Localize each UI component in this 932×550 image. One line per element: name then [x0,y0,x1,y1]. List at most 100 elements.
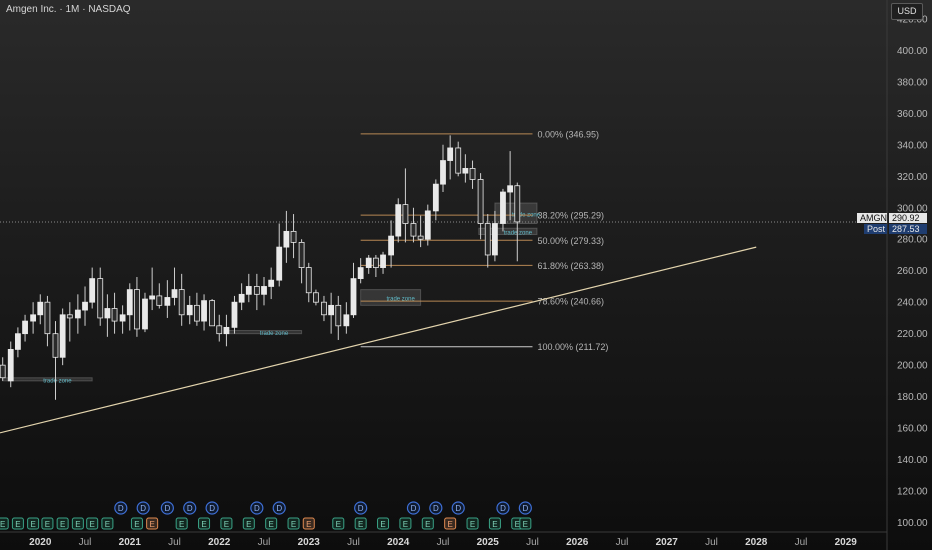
candle-up [104,308,111,319]
earnings-marker-label: E [15,520,20,529]
candle-down [111,308,118,322]
candle-down [97,278,104,319]
trade-zone-label: trade zone [43,378,72,384]
dividend-marker-label: D [187,504,193,513]
earnings-marker-label: E [149,520,154,529]
x-tick-label: Jul [795,537,808,548]
earnings-marker [399,517,412,530]
earnings-marker [175,517,188,530]
earnings-marker [354,517,367,530]
candle-up [380,254,386,268]
candle-up [432,183,439,212]
earnings-marker-label: E [358,520,363,529]
symbol-name: Amgen Inc. [6,4,57,15]
candle-down [484,223,491,256]
x-tick-label: Jul [705,537,718,548]
y-tick-label: 280.00 [897,235,928,246]
x-tick-label: Jul [616,537,629,548]
candle-down [290,230,297,243]
exchange-label: NASDAQ [88,4,131,15]
candle-up [238,293,245,303]
y-tick-label: 400.00 [897,46,928,57]
earnings-marker-label: E [30,520,35,529]
candle-down [0,364,6,379]
dividend-marker-label: D [209,504,215,513]
candle-down [253,286,260,295]
candle-down [313,292,319,303]
earnings-marker-label: E [246,520,251,529]
y-tick-label: 180.00 [897,392,928,403]
earnings-marker-label: E [403,520,408,529]
dividend-marker [183,501,197,515]
earnings-marker-label: E [447,520,452,529]
earnings-marker [265,517,278,530]
x-tick-label: 2026 [566,537,589,548]
candle-down [402,204,409,224]
x-tick-label: Jul [168,537,181,548]
candle-up [126,289,133,316]
candle-up [149,295,156,300]
earnings-marker [130,517,143,530]
earnings-marker-label: E [515,520,520,529]
y-tick-label: 320.00 [897,172,928,183]
candle-down [514,185,521,223]
x-tick-label: 2022 [208,537,231,548]
candle-up [164,297,171,306]
candle-up [447,147,454,161]
currency-button[interactable]: USD [891,3,923,20]
earnings-marker [11,517,24,530]
y-tick-label: 260.00 [897,266,928,277]
candle-up [7,349,14,382]
candle-down [193,304,200,322]
ticker-price-tag: AMGN [857,213,887,223]
y-tick-label: 140.00 [897,455,928,466]
dividend-marker-label: D [358,504,364,513]
interval-label[interactable]: 1M [65,4,80,15]
x-tick-label: Jul [79,537,92,548]
x-tick-label: Jul [258,537,271,548]
candle-up [388,235,394,256]
y-tick-label: 380.00 [897,77,928,88]
candle-down [469,168,476,180]
earnings-marker-label: E [75,520,80,529]
candle-down [52,333,59,358]
dividend-marker-label: D [164,504,170,513]
dividend-marker [518,501,532,515]
x-tick-label: 2021 [119,537,142,548]
candle-up [462,168,469,174]
dividend-marker-label: D [254,504,260,513]
candle-down [216,325,223,335]
candle-up [350,278,357,316]
dividend-marker-label: D [411,504,417,513]
candle-down [335,304,342,327]
earnings-marker [0,517,9,530]
fib-level-label: 50.00% (279.33) [537,236,604,246]
candle-down [66,314,73,319]
x-tick-label: 2028 [745,537,768,548]
chart-header: Amgen Inc. · 1M · NASDAQ [6,4,131,15]
candle-up [82,301,88,311]
earnings-marker-label: E [492,520,497,529]
candle-up [492,223,498,256]
x-tick-label: 2024 [387,537,410,548]
earnings-marker-label: E [179,520,184,529]
candle-up [89,278,96,303]
candle-up [268,279,275,287]
earnings-marker [466,517,479,530]
earnings-marker-label: E [470,520,475,529]
dividend-marker-label: D [140,504,146,513]
earnings-marker [421,517,434,530]
candle-down [156,295,163,306]
dividend-marker [205,501,219,515]
dividend-marker-label: D [118,504,124,513]
candle-up [343,314,350,327]
earnings-marker [377,517,390,530]
earnings-marker [220,517,233,530]
candle-down [410,223,417,237]
dividend-marker [160,501,174,515]
candle-down [209,300,216,327]
x-tick-label: 2023 [298,537,321,548]
dividend-marker [429,501,443,515]
earnings-marker-label: E [224,520,229,529]
